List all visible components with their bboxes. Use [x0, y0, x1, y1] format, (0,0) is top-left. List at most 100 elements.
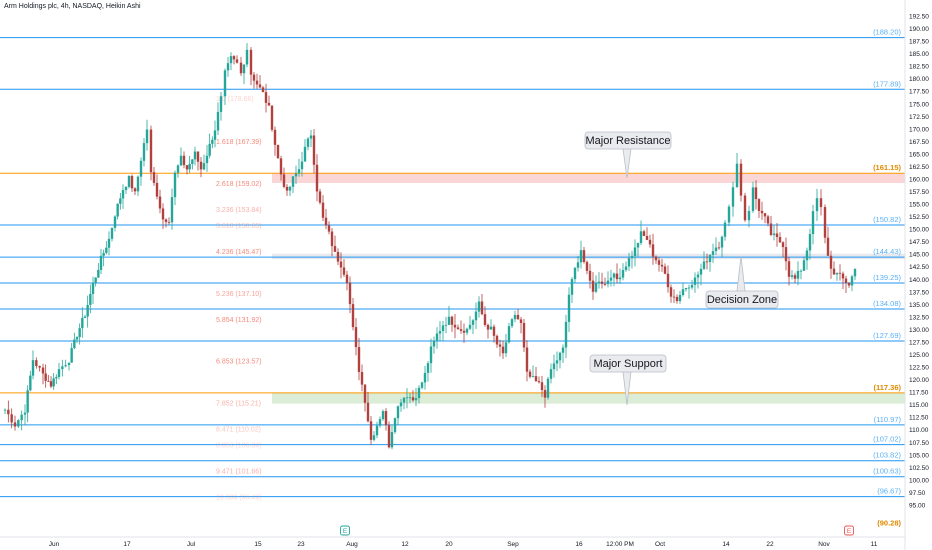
candle-body	[312, 135, 316, 165]
x-axis[interactable]: Jun 17 Jul 15 23 Aug 12 20 Sep 16 12:00 PM Oct 14 22 N…	[0, 536, 905, 548]
candle-body	[540, 382, 544, 391]
candle-body	[70, 348, 73, 363]
candle-body	[273, 129, 277, 145]
candle-body	[161, 208, 165, 220]
candle-body	[47, 380, 50, 382]
candle-body	[495, 335, 499, 345]
callout-pointer	[622, 371, 632, 406]
candle-body	[528, 371, 532, 377]
candle-body	[781, 242, 785, 248]
candle-body	[489, 326, 493, 330]
chart-title: Arm Holdings plc, 4h, NASDAQ, Heikin Ash…	[4, 3, 141, 10]
y-axis-background	[905, 0, 932, 550]
candle-body	[49, 381, 53, 387]
x-tick-label: 20	[445, 541, 453, 548]
candle-body	[309, 135, 313, 139]
candle-body	[516, 314, 520, 320]
candle-body	[297, 169, 301, 174]
candle-body	[78, 328, 81, 338]
candle-body	[522, 322, 526, 348]
fib-label-7: 5.854 (131.92)	[216, 317, 262, 324]
candle-body	[838, 272, 842, 274]
candle-body	[778, 237, 782, 243]
candle-body	[666, 273, 670, 288]
y-tick-label: 192.50	[909, 14, 929, 21]
fib-label-6: 5.236 (137.10)	[216, 291, 262, 298]
x-tick-label: 14	[722, 541, 730, 548]
y-axis[interactable]: 95.00 97.50 100.00 102.50 105.00 107.50 110.00…	[904, 0, 932, 550]
earnings-marker-label: E	[847, 528, 852, 535]
level-label-11: (103.82)	[873, 451, 901, 460]
candle-body	[315, 164, 319, 192]
candle-body	[492, 326, 496, 336]
callout-pointer	[622, 148, 632, 179]
candle-body	[330, 231, 334, 247]
candle-body	[136, 176, 140, 192]
candle-body	[252, 74, 256, 81]
y-tick-label: 147.50	[909, 239, 929, 246]
candle-body	[808, 234, 812, 251]
candle-body	[420, 382, 424, 388]
level-label-8: (117.36)	[873, 383, 901, 392]
candle-body	[288, 186, 292, 191]
fib-label-13: 10.089 (96.49)	[216, 494, 262, 501]
candle-body	[229, 56, 233, 64]
level-label-2: (161.15)	[873, 163, 901, 172]
candle-body	[107, 238, 111, 248]
candle-body	[279, 158, 283, 175]
candle-body	[754, 187, 758, 200]
candle-body	[267, 102, 271, 106]
candle-body	[588, 270, 592, 281]
candle-body	[826, 237, 830, 256]
y-tick-label: 177.50	[909, 89, 929, 96]
earnings-marker-0: E	[340, 525, 350, 536]
y-tick-label: 170.00	[909, 126, 929, 133]
candle-body	[89, 293, 92, 305]
candle-body	[387, 425, 391, 448]
y-tick-label: 135.00	[909, 302, 929, 309]
fib-label-1: 1.618 (167.39)	[216, 139, 262, 146]
level-label-10: (107.02)	[873, 435, 901, 444]
candle-body	[264, 92, 268, 103]
candle-body	[681, 289, 685, 296]
candle-body	[802, 260, 806, 271]
candle-body	[414, 398, 418, 401]
candle-body	[832, 268, 836, 275]
resistance-zone	[272, 173, 905, 183]
candle-body	[727, 206, 731, 223]
candle-body	[498, 344, 502, 347]
y-tick-label: 172.50	[909, 114, 929, 121]
candle-body	[567, 294, 571, 322]
levels-layer: (188.20) (177.89) (161.15) (150.82) (144.43)…	[0, 28, 905, 528]
candle-body	[597, 281, 601, 284]
y-tick-label: 180.00	[909, 76, 929, 83]
candle-body	[345, 274, 349, 283]
candle-body	[510, 319, 514, 327]
candle-body	[486, 324, 490, 330]
candle-body	[552, 363, 556, 370]
candle-body	[133, 188, 137, 192]
candle-body	[219, 96, 223, 112]
y-tick-label: 105.00	[909, 452, 929, 459]
fib-label-0: 1.0 (178.66)	[216, 96, 254, 103]
candle-body	[672, 296, 676, 298]
x-tick-label: 15	[254, 541, 262, 548]
candle-body	[591, 280, 595, 292]
candle-body	[546, 378, 550, 398]
candle-body	[205, 155, 209, 164]
candle-body	[702, 261, 706, 269]
candle-body	[167, 221, 171, 223]
candle-body	[152, 172, 156, 183]
y-tick-label: 167.50	[909, 139, 929, 146]
candle-body	[549, 369, 553, 379]
candle-body	[202, 163, 206, 170]
candle-body	[211, 139, 214, 144]
y-tick-label: 100.00	[909, 477, 929, 484]
candle-body	[188, 163, 191, 170]
y-tick-label: 122.50	[909, 365, 929, 372]
x-tick-label: 12	[401, 541, 409, 548]
candle-body	[191, 159, 194, 164]
candle-body	[216, 111, 220, 131]
callout-label: Major Resistance	[586, 135, 671, 147]
